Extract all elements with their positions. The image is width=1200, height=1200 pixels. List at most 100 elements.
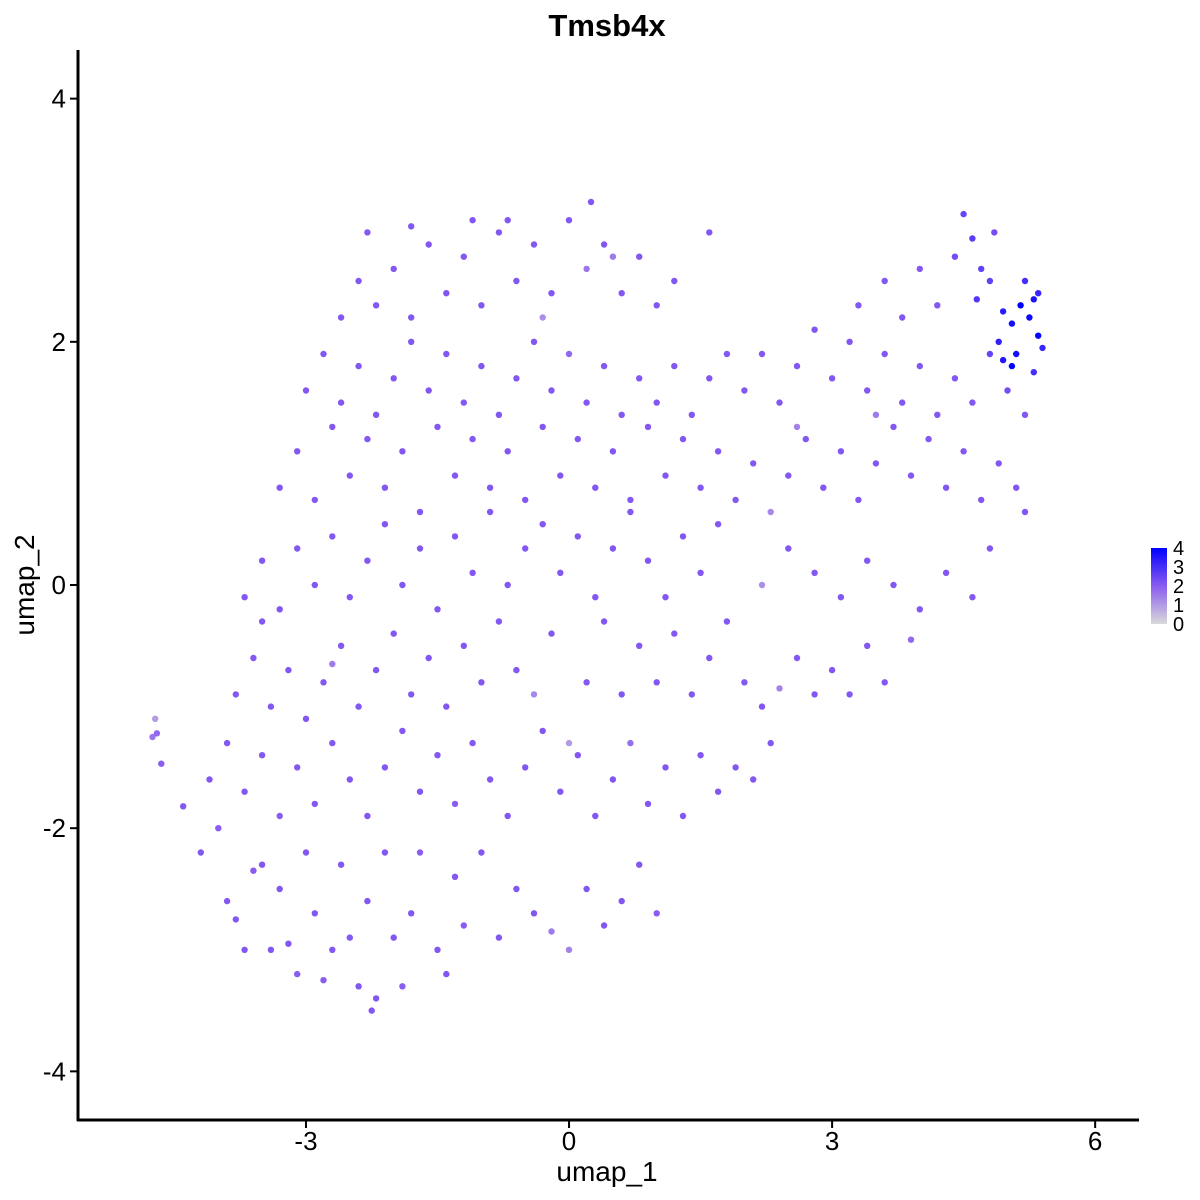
data-point <box>653 302 660 309</box>
data-point <box>522 496 529 504</box>
data-point <box>469 569 476 576</box>
data-point <box>530 691 538 698</box>
data-point <box>899 314 906 321</box>
data-point <box>609 448 617 455</box>
data-point <box>785 472 792 479</box>
data-point <box>548 290 555 297</box>
data-point <box>311 581 318 589</box>
data-point <box>636 375 643 382</box>
data-point <box>329 533 336 540</box>
data-point <box>206 776 213 783</box>
data-point <box>999 308 1007 315</box>
data-point <box>732 496 739 504</box>
data-point <box>425 241 432 248</box>
data-point <box>837 594 845 601</box>
data-point <box>320 977 327 984</box>
data-point <box>416 788 424 795</box>
data-point <box>250 654 257 662</box>
data-point <box>969 594 976 601</box>
data-point <box>180 803 187 810</box>
data-point <box>618 411 625 418</box>
data-point <box>504 217 511 224</box>
data-point <box>223 897 231 905</box>
legend-label: 4 <box>1173 538 1184 560</box>
data-point <box>907 636 915 643</box>
data-point <box>706 229 713 236</box>
data-point <box>767 508 774 516</box>
data-point <box>215 825 222 832</box>
data-point <box>390 375 397 382</box>
data-point <box>469 217 476 224</box>
data-point <box>671 277 678 285</box>
data-point <box>864 557 871 564</box>
data-point <box>372 666 380 674</box>
data-point <box>372 302 380 309</box>
x-axis-ticks: -3 0 3 6 <box>294 1120 1102 1156</box>
data-point <box>539 521 546 528</box>
x-tick-label: 3 <box>825 1126 839 1156</box>
data-point <box>337 642 345 649</box>
data-point <box>793 362 801 370</box>
data-point <box>793 654 801 662</box>
data-point <box>627 496 634 504</box>
y-axis-label: umap_2 <box>9 534 40 635</box>
x-tick-label: 0 <box>562 1126 576 1156</box>
data-point <box>364 229 371 236</box>
data-point <box>793 423 801 431</box>
data-point <box>1008 320 1016 327</box>
data-point <box>942 484 950 491</box>
data-point <box>302 849 310 856</box>
data-point <box>714 788 722 795</box>
data-point <box>565 350 573 358</box>
data-point <box>329 423 336 431</box>
data-point <box>1004 387 1011 394</box>
data-point <box>346 776 353 783</box>
data-point <box>399 581 406 589</box>
data-point <box>294 545 301 552</box>
data-point <box>241 788 248 795</box>
y-tick-label: 4 <box>52 84 66 114</box>
data-point <box>539 727 546 735</box>
data-point <box>592 812 599 820</box>
data-point <box>399 448 406 455</box>
data-point <box>618 897 625 905</box>
data-point <box>197 849 204 856</box>
data-point <box>750 460 757 467</box>
data-point <box>864 642 871 649</box>
data-point <box>881 277 888 285</box>
data-point <box>451 533 459 540</box>
data-point <box>776 685 783 692</box>
legend-label: 1 <box>1173 595 1184 617</box>
data-point <box>495 411 503 418</box>
data-point <box>390 630 397 637</box>
data-point <box>443 350 450 358</box>
data-point <box>565 946 573 953</box>
data-point <box>714 521 722 528</box>
data-point <box>390 265 397 273</box>
data-point <box>846 338 853 345</box>
data-point <box>969 235 976 242</box>
data-point <box>337 399 345 406</box>
data-point <box>302 387 310 394</box>
data-point <box>758 703 766 710</box>
data-point <box>1013 484 1020 491</box>
data-point <box>916 362 923 370</box>
data-point <box>355 277 362 285</box>
data-point <box>530 241 538 248</box>
data-point <box>548 387 555 394</box>
data-point <box>276 484 283 491</box>
data-point <box>1039 344 1046 352</box>
data-point <box>644 800 652 808</box>
data-point <box>846 691 853 698</box>
data-point <box>662 472 669 479</box>
data-point <box>583 265 590 273</box>
data-point <box>557 472 564 479</box>
data-point <box>999 356 1007 364</box>
data-point <box>522 764 529 771</box>
x-tick-label: 6 <box>1088 1126 1102 1156</box>
data-point <box>600 241 608 248</box>
data-point <box>495 934 503 941</box>
data-point <box>434 423 441 431</box>
data-point <box>1026 314 1033 321</box>
